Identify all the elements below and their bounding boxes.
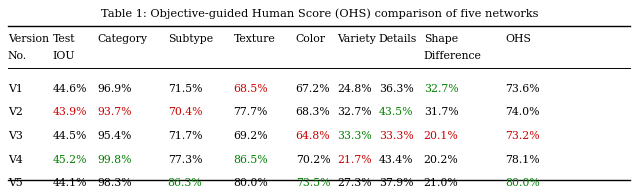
- Text: 43.9%: 43.9%: [52, 108, 87, 117]
- Text: Table 1: Objective-guided Human Score (OHS) comparison of five networks: Table 1: Objective-guided Human Score (O…: [101, 9, 539, 19]
- Text: 93.7%: 93.7%: [97, 108, 132, 117]
- Text: 69.2%: 69.2%: [234, 131, 268, 141]
- Text: 20.2%: 20.2%: [424, 155, 458, 165]
- Text: Difference: Difference: [424, 51, 481, 61]
- Text: 73.5%: 73.5%: [296, 178, 330, 188]
- Text: IOU: IOU: [52, 51, 75, 61]
- Text: 70.2%: 70.2%: [296, 155, 330, 165]
- Text: 68.3%: 68.3%: [296, 108, 330, 117]
- Text: Details: Details: [379, 34, 417, 44]
- Text: 96.9%: 96.9%: [97, 84, 132, 94]
- Text: 95.4%: 95.4%: [97, 131, 132, 141]
- Text: Version: Version: [8, 34, 49, 44]
- Text: 80.0%: 80.0%: [506, 178, 540, 188]
- Text: OHS: OHS: [506, 34, 531, 44]
- Text: Color: Color: [296, 34, 326, 44]
- Text: V5: V5: [8, 178, 22, 188]
- Text: Texture: Texture: [234, 34, 275, 44]
- Text: Category: Category: [97, 34, 147, 44]
- Text: 20.1%: 20.1%: [424, 131, 458, 141]
- Text: 31.7%: 31.7%: [424, 108, 458, 117]
- Text: 44.1%: 44.1%: [52, 178, 87, 188]
- Text: 71.5%: 71.5%: [168, 84, 202, 94]
- Text: 67.2%: 67.2%: [296, 84, 330, 94]
- Text: 73.6%: 73.6%: [506, 84, 540, 94]
- Text: Subtype: Subtype: [168, 34, 213, 44]
- Text: V1: V1: [8, 84, 22, 94]
- Text: 33.3%: 33.3%: [379, 131, 413, 141]
- Text: 37.9%: 37.9%: [379, 178, 413, 188]
- Text: V2: V2: [8, 108, 22, 117]
- Text: 36.3%: 36.3%: [379, 84, 413, 94]
- Text: 43.4%: 43.4%: [379, 155, 413, 165]
- Text: Shape: Shape: [424, 34, 458, 44]
- Text: 64.8%: 64.8%: [296, 131, 330, 141]
- Text: 74.0%: 74.0%: [506, 108, 540, 117]
- Text: 21.0%: 21.0%: [424, 178, 458, 188]
- Text: 77.3%: 77.3%: [168, 155, 202, 165]
- Text: 21.7%: 21.7%: [337, 155, 372, 165]
- Text: 44.6%: 44.6%: [52, 84, 87, 94]
- Text: Variety: Variety: [337, 34, 376, 44]
- Text: 33.3%: 33.3%: [337, 131, 372, 141]
- Text: 80.0%: 80.0%: [234, 178, 268, 188]
- Text: No.: No.: [8, 51, 27, 61]
- Text: 86.5%: 86.5%: [234, 155, 268, 165]
- Text: 43.5%: 43.5%: [379, 108, 413, 117]
- Text: 71.7%: 71.7%: [168, 131, 202, 141]
- Text: 27.3%: 27.3%: [337, 178, 372, 188]
- Text: 78.1%: 78.1%: [506, 155, 540, 165]
- Text: V3: V3: [8, 131, 22, 141]
- Text: 86.3%: 86.3%: [168, 178, 202, 188]
- Text: 73.2%: 73.2%: [506, 131, 540, 141]
- Text: 98.3%: 98.3%: [97, 178, 132, 188]
- Text: Test: Test: [52, 34, 75, 44]
- Text: 45.2%: 45.2%: [52, 155, 87, 165]
- Text: 32.7%: 32.7%: [424, 84, 458, 94]
- Text: 77.7%: 77.7%: [234, 108, 268, 117]
- Text: 70.4%: 70.4%: [168, 108, 202, 117]
- Text: V4: V4: [8, 155, 22, 165]
- Text: 32.7%: 32.7%: [337, 108, 372, 117]
- Text: 68.5%: 68.5%: [234, 84, 268, 94]
- Text: 44.5%: 44.5%: [52, 131, 87, 141]
- Text: 99.8%: 99.8%: [97, 155, 132, 165]
- Text: 24.8%: 24.8%: [337, 84, 372, 94]
